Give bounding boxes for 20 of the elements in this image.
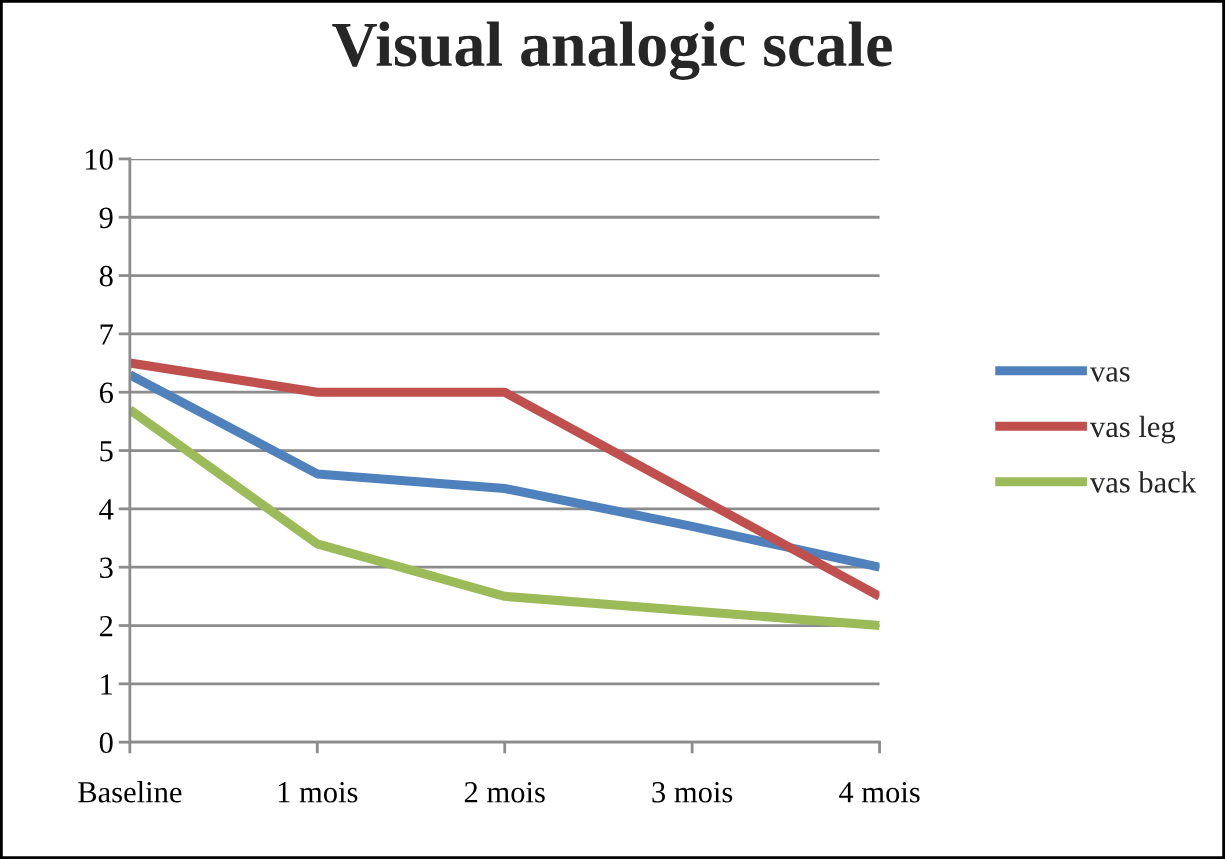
x-tick-label: 2 mois — [464, 782, 545, 803]
y-tick-label: 0 — [99, 732, 113, 754]
y-tick-label: 7 — [100, 324, 113, 345]
y-tick-label: 6 — [99, 382, 113, 404]
y-tick-label: 1 — [101, 674, 113, 695]
legend-label: vas — [1089, 367, 1130, 382]
y-tick-label: 4 — [99, 499, 114, 520]
y-tick-label: 2 — [99, 615, 113, 637]
x-tick-label: 3 mois — [652, 782, 733, 803]
x-tick-label: 4 mois — [838, 782, 920, 803]
chart-title: Visual analogic scale — [332, 21, 892, 80]
y-tick-label: 9 — [99, 207, 113, 229]
y-tick-label: 3 — [100, 557, 113, 579]
x-tick-label: Baseline — [78, 781, 182, 803]
y-tick-label: 10 — [86, 149, 113, 170]
x-tick-label: 1 mois — [278, 782, 358, 803]
legend-label: vas leg — [1089, 415, 1176, 444]
y-tick-label: 5 — [100, 441, 113, 462]
y-tick-label: 8 — [99, 265, 113, 287]
legend-label: vas back — [1089, 471, 1197, 493]
